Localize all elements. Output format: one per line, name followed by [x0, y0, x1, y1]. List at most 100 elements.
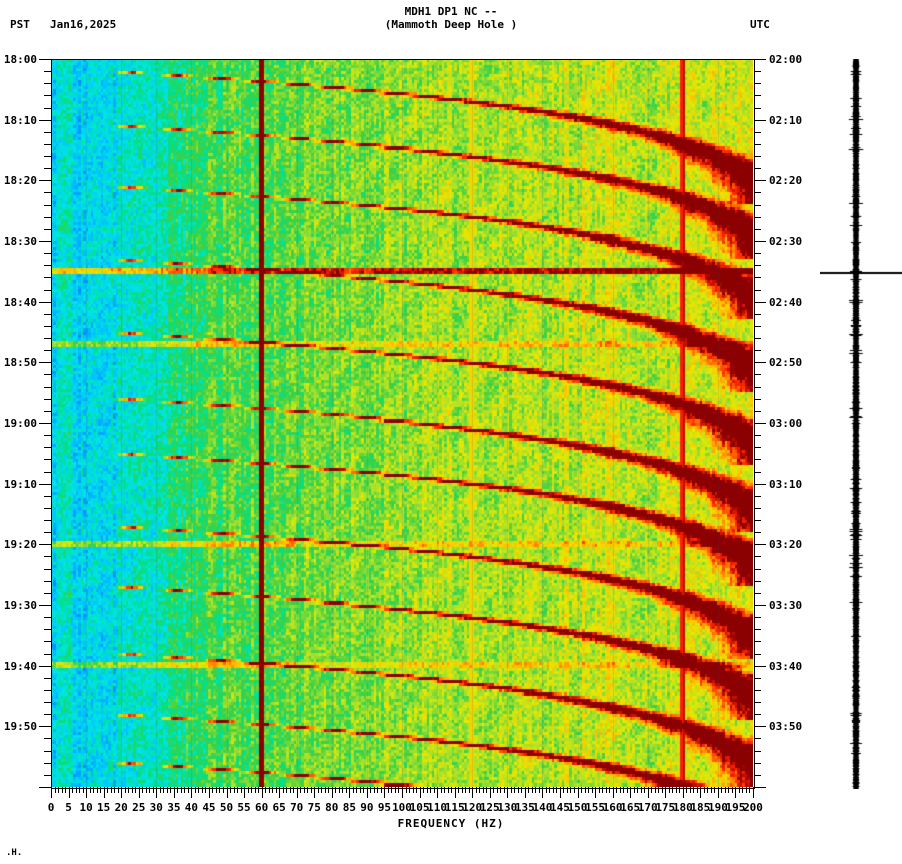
spectrogram-canvas[interactable] [51, 59, 753, 787]
freq-minor-tick [686, 787, 688, 793]
freq-minor-tick [661, 787, 663, 793]
freq-minor-tick [328, 787, 330, 793]
freq-minor-tick [310, 787, 312, 793]
freq-minor-tick [359, 787, 361, 793]
seismogram-trace-canvas [820, 59, 902, 789]
axis-major-tick [754, 362, 766, 364]
spectrogram-plot[interactable] [51, 59, 753, 787]
axis-minor-tick [44, 774, 51, 776]
freq-major-tick [489, 787, 491, 798]
freq-minor-tick [184, 787, 186, 793]
axis-minor-tick [754, 714, 761, 716]
freq-axis-label: 15 [97, 801, 111, 814]
axis-minor-tick [44, 471, 51, 473]
freq-minor-tick [187, 787, 189, 793]
axis-minor-tick [754, 168, 761, 170]
axis-major-tick [754, 605, 766, 606]
axis-major-tick [39, 605, 51, 606]
freq-major-tick [279, 787, 281, 798]
freq-minor-tick [591, 787, 593, 793]
axis-time-label: 19:00 [3, 417, 37, 430]
freq-minor-tick [54, 787, 56, 793]
freq-minor-tick [58, 787, 60, 793]
freq-major-tick [51, 787, 52, 798]
axis-minor-tick [754, 689, 761, 691]
freq-minor-tick [721, 787, 723, 793]
axis-time-label: 03:50 [769, 720, 803, 734]
freq-axis-label: 0 [47, 801, 55, 814]
axis-minor-tick [754, 204, 761, 206]
axis-minor-tick [44, 143, 51, 145]
freq-minor-tick [391, 787, 393, 793]
axis-minor-tick [754, 83, 761, 85]
axis-minor-tick [44, 677, 51, 679]
freq-minor-tick [170, 787, 172, 793]
freq-minor-tick [745, 787, 747, 793]
freq-minor-tick [654, 787, 656, 793]
axis-minor-tick [754, 289, 761, 291]
axis-minor-tick [754, 374, 761, 376]
axis-minor-tick [44, 641, 51, 643]
freq-minor-tick [528, 787, 530, 793]
freq-axis-label: 50 [219, 801, 234, 814]
axis-minor-tick [44, 689, 51, 691]
axis-minor-tick [754, 580, 761, 582]
corner-artifact-mark: .H. [6, 848, 23, 858]
axis-minor-tick [44, 738, 51, 740]
freq-minor-tick [65, 787, 67, 793]
freq-major-tick [244, 787, 246, 798]
freq-major-tick [647, 787, 649, 798]
freq-minor-tick [703, 787, 705, 793]
axis-minor-tick [754, 313, 761, 315]
freq-major-tick [103, 787, 105, 798]
axis-minor-tick [754, 107, 761, 109]
axis-minor-tick [44, 410, 51, 412]
freq-minor-tick [237, 787, 239, 793]
freq-axis-label: 10 [79, 801, 93, 814]
axis-minor-tick [44, 131, 51, 133]
freq-minor-tick [107, 787, 109, 793]
freq-minor-tick [658, 787, 660, 793]
freq-minor-tick [426, 787, 428, 793]
axis-minor-tick [44, 386, 51, 388]
freq-major-tick [384, 787, 386, 798]
freq-major-tick [156, 787, 158, 798]
axis-major-tick [754, 119, 766, 121]
freq-major-tick [682, 787, 684, 798]
freq-minor-tick [651, 787, 653, 793]
freq-minor-tick [212, 787, 214, 793]
axis-minor-tick [754, 702, 761, 704]
freq-minor-tick [300, 787, 302, 793]
axis-time-label: 19:30 [3, 599, 37, 612]
axis-major-tick [39, 362, 51, 364]
axis-minor-tick [754, 156, 761, 158]
freq-axis-label: 60 [254, 801, 269, 814]
freq-minor-tick [215, 787, 217, 793]
station-title: MDH1 DP1 NC -- [404, 5, 498, 18]
axis-minor-tick [754, 653, 761, 655]
freq-major-tick [437, 787, 439, 798]
axis-minor-tick [754, 592, 761, 594]
freq-axis-label: 125 [479, 801, 500, 814]
freq-minor-tick [201, 787, 203, 793]
freq-minor-tick [114, 787, 116, 793]
freq-minor-tick [672, 787, 674, 793]
freq-major-tick [261, 787, 263, 798]
axis-minor-tick [44, 313, 51, 315]
freq-minor-tick [338, 787, 340, 793]
axis-minor-tick [754, 228, 761, 230]
timezone-label-right: UTC [750, 18, 770, 31]
freq-minor-tick [538, 787, 540, 793]
axis-time-label: 02:30 [769, 235, 803, 248]
freq-minor-tick [545, 787, 547, 793]
freq-major-tick [349, 787, 351, 798]
axis-minor-tick [754, 641, 761, 643]
axis-time-label: 18:00 [3, 53, 37, 66]
axis-minor-tick [44, 83, 51, 85]
freq-minor-tick [465, 787, 467, 793]
freq-minor-tick [731, 787, 733, 793]
freq-minor-tick [679, 787, 681, 793]
freq-minor-tick [272, 787, 274, 793]
freq-minor-tick [159, 787, 161, 793]
freq-major-tick [296, 787, 298, 798]
